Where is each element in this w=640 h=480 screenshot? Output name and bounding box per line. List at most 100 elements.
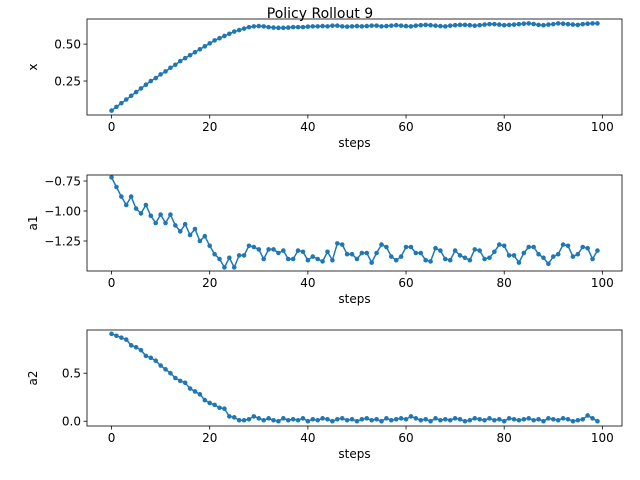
data-point [256,416,262,421]
data-point [148,213,154,219]
data-point [555,417,561,423]
data-point [369,23,374,28]
x-tick-label: 0 [108,120,116,134]
data-point [560,242,566,247]
data-point [482,22,487,27]
data-point [163,69,168,74]
data-point [590,21,595,26]
data-point [452,416,458,421]
x-tick-label: 20 [202,120,217,134]
data-point [546,261,551,267]
data-point [398,254,404,259]
data-point [344,417,350,423]
data-point [575,251,581,257]
data-point [374,416,379,422]
data-point [585,413,590,418]
data-point [281,416,286,421]
data-point [295,248,301,253]
data-point [506,22,512,28]
data-point [506,253,512,258]
data-point [217,405,222,411]
data-point [290,256,296,262]
data-point [354,418,360,424]
data-point [320,259,325,264]
data-point [438,417,443,423]
x-axis-label: steps [338,136,370,150]
data-point [182,55,188,61]
data-point [492,417,497,423]
data-point [192,49,198,55]
data-point [241,26,247,31]
data-point [251,244,257,250]
y-axis-label: a1 [26,216,40,231]
data-point [526,416,532,421]
data-point [153,75,159,81]
data-point [521,250,527,256]
data-point [182,221,188,227]
data-point [271,25,276,30]
data-point [408,414,414,419]
data-point [418,417,424,423]
data-point [511,22,517,27]
data-point [212,402,217,408]
data-point [398,23,404,28]
data-point [251,24,257,29]
data-point [123,337,129,342]
data-point [266,416,271,421]
data-point [128,343,134,348]
data-point [143,202,149,208]
series-line [110,177,599,269]
data-point [501,22,507,28]
data-point [138,86,144,91]
series-line [111,333,598,422]
data-point [487,21,492,27]
y-tick-label: 0.0 [62,415,81,429]
data-point [570,22,576,27]
data-point [575,22,581,28]
data-point [590,416,595,421]
data-point [536,416,541,422]
data-point [467,257,473,263]
data-point [173,62,178,68]
data-point [457,416,463,422]
data-point [384,416,389,421]
data-point [123,97,129,102]
data-point [433,23,438,28]
data-point [281,25,286,31]
data-point [384,244,389,250]
data-point [187,232,193,238]
x-tick-label: 20 [202,431,217,445]
data-point [496,22,502,27]
x-tick-label: 80 [497,120,512,134]
data-point [531,417,536,423]
data-point [501,418,507,424]
data-point [560,416,566,421]
data-point [133,89,139,95]
data-point [158,72,163,77]
data-point [393,22,399,28]
data-point [227,31,232,37]
data-point [408,244,414,250]
series-line [111,22,598,112]
data-point [276,250,281,256]
data-point [109,331,114,337]
data-point [443,416,448,422]
data-point [187,386,193,391]
axes-frame [86,174,623,272]
data-point [212,251,217,257]
data-point [339,242,345,247]
data-point [443,24,448,29]
data-point [349,251,355,257]
data-point [492,249,497,255]
data-point [241,417,247,423]
data-point [595,21,600,26]
data-point [438,248,443,253]
data-point [472,247,478,252]
data-point [403,23,409,29]
data-point [119,194,124,199]
data-point [227,414,232,419]
data-point [158,212,163,217]
data-point [163,220,168,226]
data-point [462,22,468,28]
x-tick-label: 60 [398,120,413,134]
